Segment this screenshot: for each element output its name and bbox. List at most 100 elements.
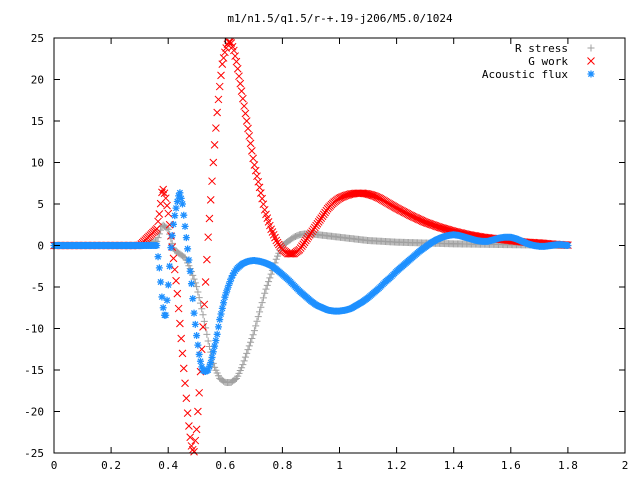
data-point bbox=[212, 337, 220, 345]
data-point bbox=[163, 224, 171, 232]
data-point bbox=[167, 244, 175, 252]
data-point bbox=[213, 108, 222, 117]
data-point bbox=[173, 198, 181, 206]
data-point bbox=[177, 194, 185, 202]
data-point bbox=[248, 334, 256, 342]
data-point bbox=[213, 330, 221, 338]
data-point bbox=[193, 283, 201, 291]
data-point bbox=[240, 102, 248, 110]
data-point bbox=[221, 293, 229, 301]
data-point bbox=[161, 194, 170, 203]
data-point bbox=[266, 274, 274, 282]
data-point bbox=[232, 57, 241, 66]
data-point bbox=[224, 38, 233, 47]
data-point bbox=[256, 308, 264, 316]
data-point bbox=[202, 324, 210, 332]
y-tick-label: 10 bbox=[31, 157, 44, 170]
data-point bbox=[209, 158, 218, 167]
data-point bbox=[211, 342, 219, 350]
data-point bbox=[246, 139, 255, 148]
data-point bbox=[179, 364, 188, 373]
data-point bbox=[245, 132, 254, 140]
x-tick-label: 0.6 bbox=[215, 459, 235, 472]
data-point bbox=[222, 289, 230, 297]
data-point bbox=[372, 193, 381, 201]
plot-marks bbox=[50, 38, 572, 456]
data-point bbox=[210, 141, 219, 149]
data-point bbox=[336, 193, 345, 202]
data-point bbox=[239, 94, 247, 103]
data-point bbox=[169, 220, 177, 228]
data-point bbox=[209, 348, 217, 356]
data-point bbox=[199, 311, 207, 319]
data-point bbox=[260, 205, 269, 214]
chart-title: m1/n1.5/q1.5/r-+.19-j206/M5.0/1024 bbox=[227, 12, 453, 25]
data-point bbox=[289, 249, 297, 258]
data-point bbox=[194, 407, 202, 416]
data-point bbox=[158, 293, 166, 301]
data-point bbox=[254, 313, 262, 321]
y-tick-label: -15 bbox=[24, 364, 44, 377]
data-point bbox=[158, 188, 166, 197]
data-point bbox=[265, 278, 273, 286]
data-point bbox=[154, 217, 162, 226]
data-point bbox=[218, 60, 227, 68]
data-point bbox=[204, 366, 212, 374]
data-point bbox=[186, 267, 194, 275]
data-point bbox=[217, 71, 225, 80]
data-point bbox=[196, 357, 204, 365]
x-tick-label: 0.2 bbox=[101, 459, 121, 472]
data-point bbox=[154, 234, 162, 242]
data-point bbox=[193, 332, 201, 340]
data-point bbox=[247, 147, 256, 155]
data-point bbox=[189, 295, 197, 303]
legend-label: Acoustic flux bbox=[482, 68, 568, 81]
y-tick-label: 5 bbox=[37, 198, 44, 211]
x-tick-label: 1 bbox=[336, 459, 343, 472]
x-tick-label: 2 bbox=[622, 459, 629, 472]
data-point bbox=[173, 289, 182, 298]
data-point bbox=[238, 364, 246, 372]
data-point bbox=[221, 48, 229, 57]
data-point bbox=[214, 95, 223, 104]
y-tick-label: -5 bbox=[31, 281, 44, 294]
y-tick-label: -25 bbox=[24, 447, 44, 460]
data-point bbox=[186, 433, 195, 442]
data-point bbox=[185, 256, 193, 264]
data-point bbox=[200, 317, 208, 325]
data-point bbox=[160, 189, 169, 198]
legend-label: G work bbox=[528, 55, 568, 68]
data-point bbox=[194, 288, 202, 296]
data-point bbox=[244, 124, 252, 133]
data-point bbox=[171, 212, 179, 220]
data-point bbox=[243, 349, 251, 357]
data-point bbox=[192, 425, 201, 434]
data-point bbox=[258, 299, 266, 307]
data-point bbox=[185, 422, 193, 430]
data-point bbox=[178, 200, 186, 208]
axes: 0 0.2 0.4 0.6 0.8 1 1.2 1.4 1.6 1.8 2 25 20 15 10 5 0 -5 -… bbox=[24, 32, 628, 472]
data-point bbox=[190, 447, 198, 456]
data-point bbox=[263, 281, 271, 289]
data-point bbox=[212, 124, 220, 132]
y-tick-label: 25 bbox=[31, 32, 44, 45]
data-point bbox=[172, 204, 180, 212]
data-point bbox=[164, 225, 172, 233]
data-point bbox=[176, 319, 184, 328]
data-point bbox=[253, 317, 261, 325]
data-point bbox=[203, 330, 211, 338]
x-tick-label: 0.4 bbox=[158, 459, 178, 472]
data-point bbox=[262, 285, 270, 293]
y-tick-label: 15 bbox=[31, 115, 44, 128]
data-point bbox=[371, 192, 380, 201]
data-point bbox=[199, 322, 207, 331]
legend-marker bbox=[587, 70, 595, 78]
data-point bbox=[259, 294, 267, 302]
data-point bbox=[170, 265, 179, 274]
data-point bbox=[164, 281, 172, 289]
data-point bbox=[163, 296, 171, 304]
data-point bbox=[257, 303, 265, 311]
data-point bbox=[172, 276, 180, 285]
data-point bbox=[241, 353, 249, 361]
